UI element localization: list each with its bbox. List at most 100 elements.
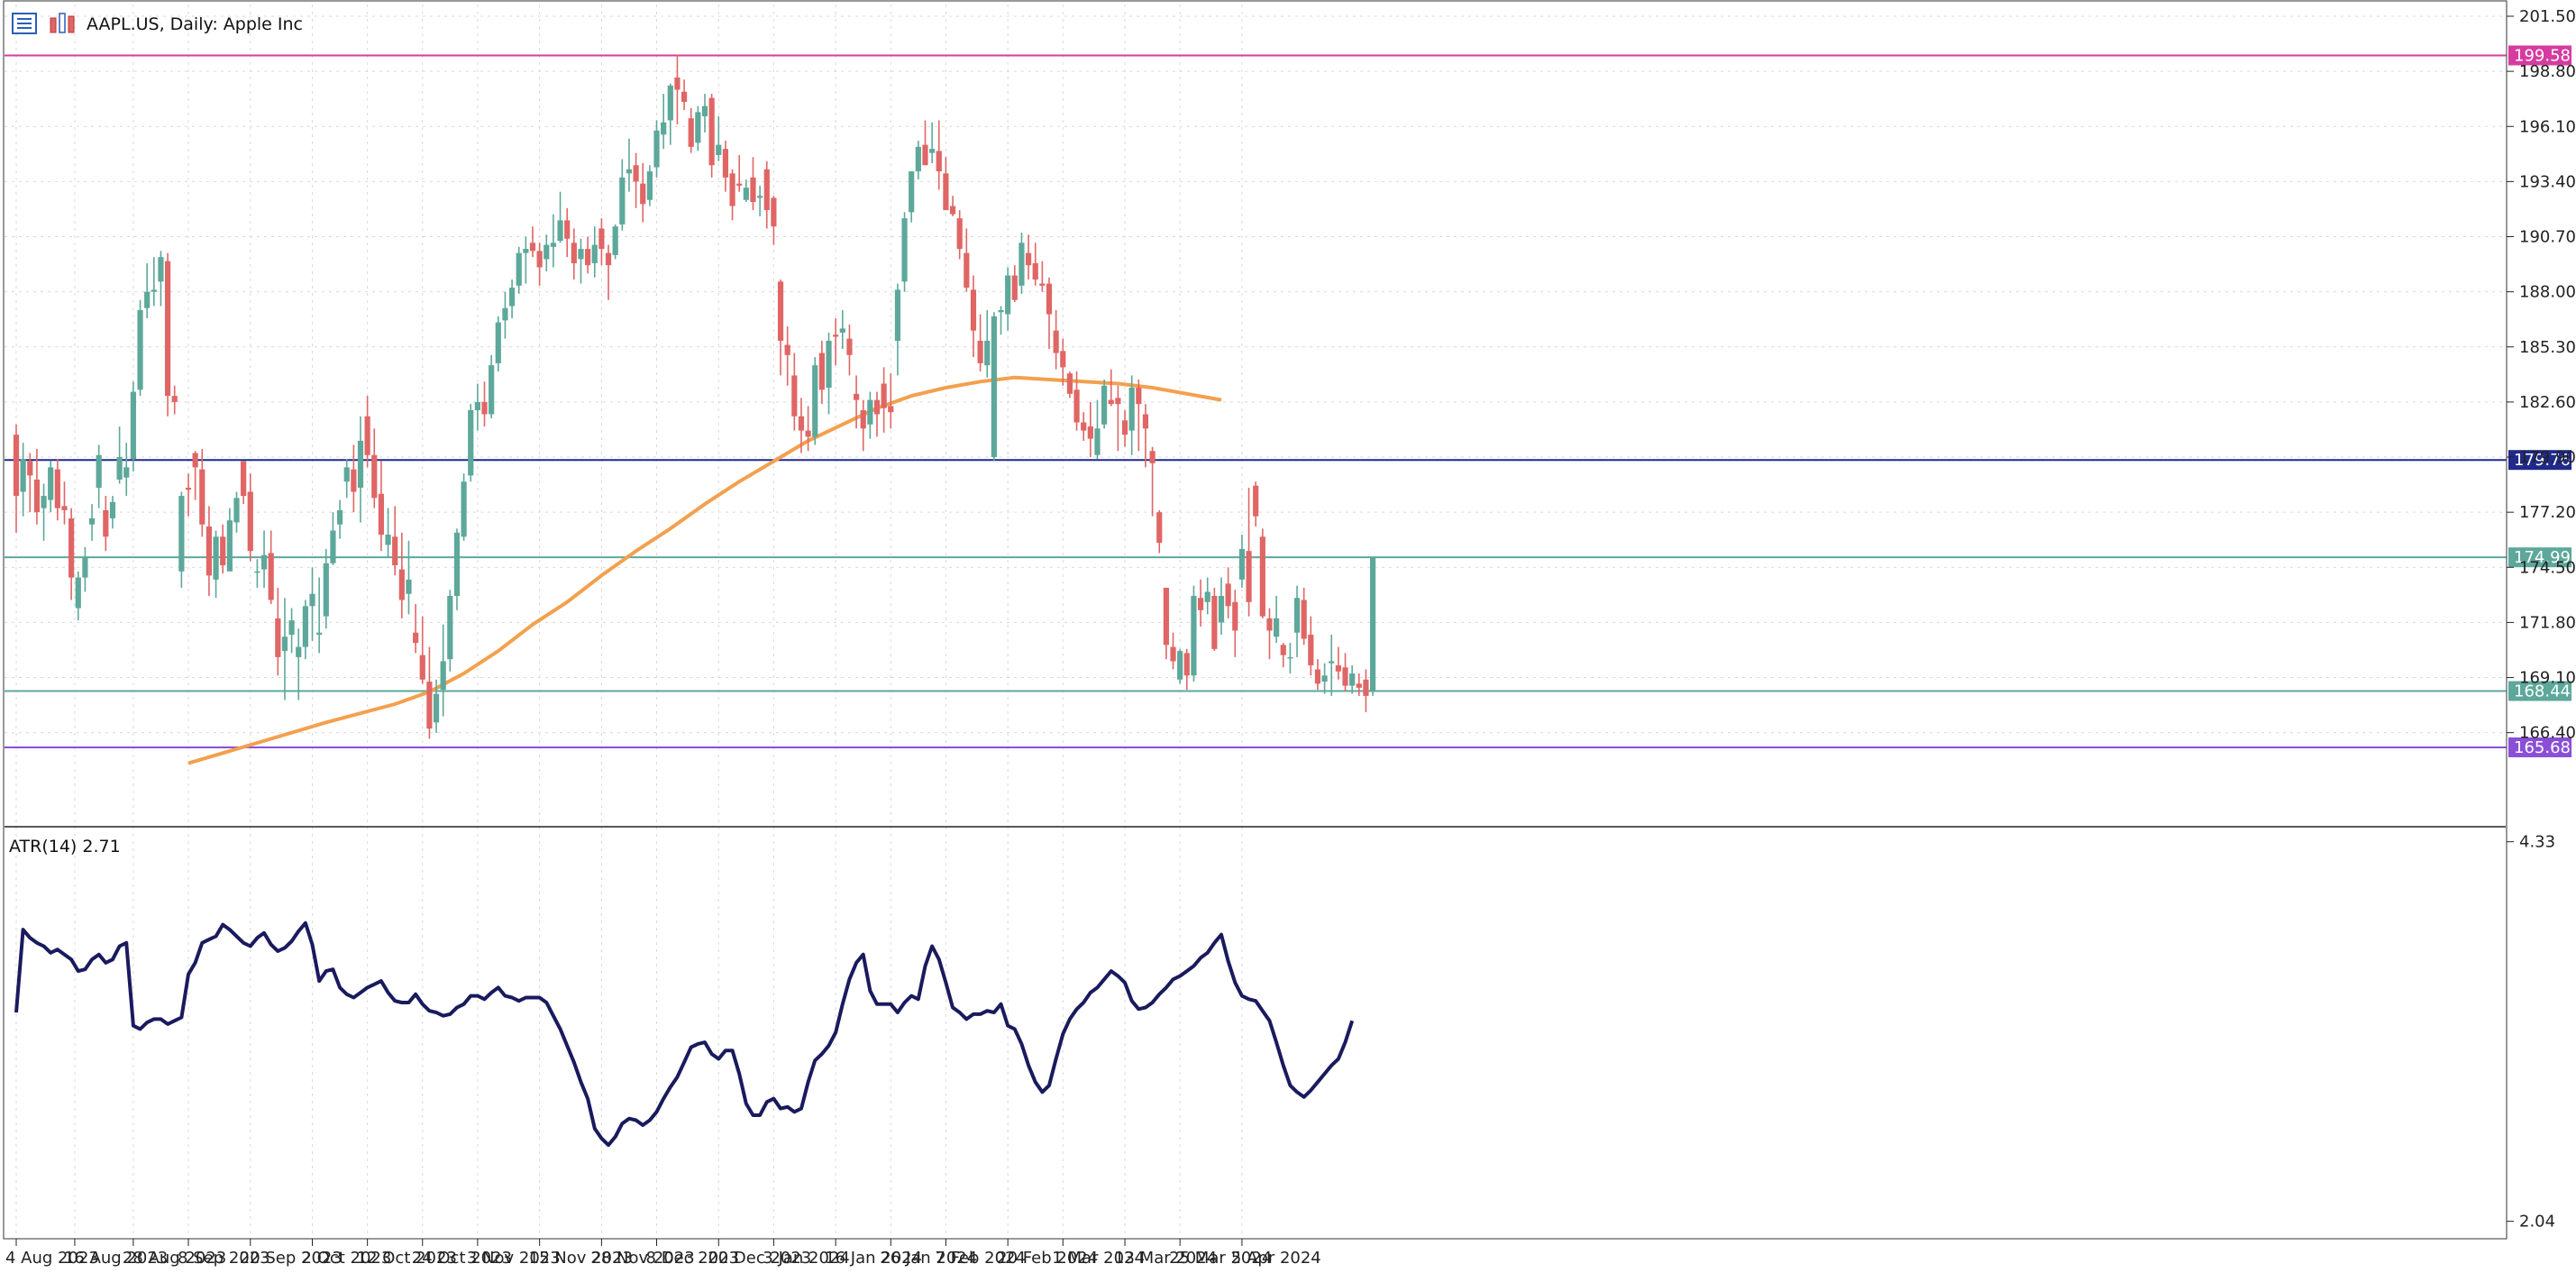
candle-body [674, 77, 681, 90]
candle-body [777, 281, 784, 341]
candle-body [1019, 243, 1025, 286]
candle [833, 318, 839, 366]
y-tick-label: 193.40 [2519, 172, 2576, 191]
candle [1335, 646, 1341, 680]
candle [351, 444, 357, 513]
atr-indicator [14, 920, 1355, 1148]
candle [729, 169, 735, 221]
candle-body [378, 493, 385, 536]
candle [839, 310, 845, 350]
candle-body [894, 289, 901, 341]
candle [640, 163, 646, 223]
candle [826, 332, 832, 415]
candle-body [695, 112, 701, 143]
candle [199, 448, 206, 537]
candle-body [688, 118, 694, 147]
candle-body [489, 365, 495, 415]
candle-body [585, 249, 591, 266]
candle [873, 391, 881, 437]
chart-title: AAPL.US, Daily: Apple Inc [87, 14, 303, 34]
candle-body [1101, 385, 1108, 425]
candle [1136, 379, 1142, 452]
candle-body [1087, 426, 1093, 439]
candle [378, 461, 385, 552]
x-tick-label: 5 Apr 2024 [1231, 1249, 1321, 1268]
candle [1349, 664, 1356, 694]
candle-body [109, 501, 116, 518]
candle [481, 381, 488, 427]
candle [1025, 234, 1032, 280]
candle [984, 310, 991, 378]
atr-tick-label: 4.33 [2519, 833, 2555, 852]
candle-body [371, 454, 378, 499]
candle [343, 459, 350, 499]
candle-body [41, 496, 47, 508]
candle-body [1369, 557, 1376, 692]
candle [571, 228, 577, 280]
candle-body [27, 461, 33, 476]
candle-body [1321, 675, 1328, 682]
x-tick-label: 3 Jan 2024 [763, 1249, 849, 1268]
candle-body [860, 409, 866, 429]
candle-body [1211, 595, 1218, 649]
level-tag [2508, 450, 2571, 471]
candle-body [743, 188, 749, 200]
candle-body [998, 310, 1004, 313]
candle-body [826, 340, 832, 389]
candle [605, 244, 612, 300]
candle-body [708, 97, 715, 166]
candle [433, 679, 440, 733]
candle-body [1253, 485, 1259, 517]
candle-body [1246, 551, 1252, 602]
candle [646, 165, 653, 206]
candle [922, 120, 928, 166]
candle-body [964, 252, 970, 288]
candle [853, 375, 860, 429]
candle [1115, 385, 1121, 452]
candle [956, 210, 963, 260]
level-tag [2508, 45, 2571, 66]
candle-body [1342, 667, 1348, 686]
candle [96, 444, 102, 508]
y-tick-label: 169.10 [2519, 669, 2576, 688]
candle [544, 234, 550, 271]
x-tick-label: 28 Aug 2023 [123, 1249, 226, 1268]
x-tick-label: 15 Nov 2023 [529, 1249, 633, 1268]
x-tick-label: 20 Sep 2023 [240, 1249, 343, 1268]
candle [185, 473, 192, 517]
candle-body [241, 461, 247, 497]
candle [116, 426, 123, 484]
candle [1314, 659, 1321, 691]
candle [502, 291, 508, 339]
candle [949, 196, 956, 216]
candle [426, 646, 433, 739]
candle-body [1356, 683, 1362, 688]
candle-body [812, 365, 818, 437]
candle-body [949, 206, 956, 215]
candle [82, 546, 88, 592]
candle-body [1329, 661, 1335, 664]
candle-body [1046, 283, 1053, 315]
candle [1301, 587, 1307, 646]
x-tick-label: 20 Dec 2023 [708, 1249, 811, 1268]
candle-body [867, 399, 873, 425]
candle [1177, 648, 1183, 684]
list-icon[interactable] [12, 13, 37, 34]
candle-body [667, 85, 673, 121]
candle [929, 122, 936, 164]
candle [1108, 369, 1114, 407]
candle-body [839, 328, 845, 333]
candle [653, 120, 660, 178]
y-tick-label: 190.70 [2519, 228, 2576, 247]
candle-body [846, 338, 853, 355]
candle [1287, 643, 1293, 674]
candle [385, 508, 391, 557]
candle-body [833, 334, 839, 337]
x-tick-label: 28 Nov 2023 [590, 1249, 694, 1268]
candle [736, 154, 743, 192]
candle-body [557, 220, 563, 242]
chart-bars-icon[interactable] [50, 13, 75, 33]
